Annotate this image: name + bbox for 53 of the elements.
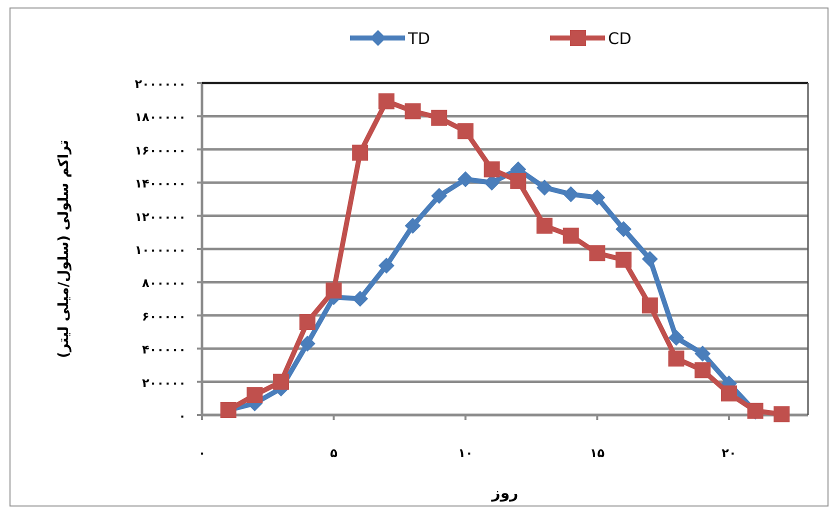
y-axis-title: تراکم سلولی (سلول/میلی لیتر) — [56, 140, 72, 358]
y-tick-label: ۸۰۰۰۰۰ — [142, 276, 186, 290]
point — [510, 172, 526, 189]
x-tick-label: ۲۰ — [722, 446, 736, 460]
y-tick-label: ۴۰۰۰۰۰ — [142, 342, 186, 357]
point — [457, 171, 474, 188]
point — [299, 336, 316, 352]
y-tick-label: ۶۰۰۰۰۰ — [142, 309, 186, 324]
point — [404, 103, 421, 120]
point — [326, 282, 342, 298]
x-tick-label: ۵ — [330, 446, 338, 460]
point — [404, 218, 421, 234]
point — [694, 346, 711, 362]
point — [484, 161, 500, 178]
point — [616, 252, 632, 268]
point — [720, 385, 737, 402]
point — [589, 190, 606, 206]
point — [457, 123, 474, 140]
y-tick-label: ۱۶۰۰۰۰۰ — [134, 143, 186, 158]
point — [642, 297, 658, 314]
point — [589, 245, 606, 262]
y-tick-label: ۱۴۰۰۰۰۰ — [134, 176, 186, 191]
y-tick-label: ۱۰۰۰۰۰۰ — [134, 243, 186, 257]
point — [299, 314, 316, 330]
point — [536, 218, 553, 234]
point — [246, 387, 263, 404]
point — [562, 186, 579, 202]
point — [536, 180, 553, 196]
x-tick-label: ۰ — [198, 446, 206, 460]
x-tick-label: ۱۰ — [458, 446, 473, 460]
point — [378, 93, 394, 110]
point — [273, 374, 290, 390]
point — [431, 110, 448, 126]
point — [378, 258, 394, 274]
y-tick-label: ۱۸۰۰۰۰۰ — [134, 110, 186, 124]
legend-label: TD — [407, 29, 430, 48]
y-tick-label: ۰ — [178, 409, 186, 423]
point — [642, 250, 658, 267]
point — [774, 406, 790, 422]
y-tick-label: ۲۰۰۰۰۰ — [142, 376, 186, 390]
point — [616, 221, 632, 238]
legend-label: CD — [608, 29, 632, 48]
y-tick-label: ۱۲۰۰۰۰۰ — [134, 210, 186, 224]
point — [562, 228, 579, 244]
point — [668, 350, 684, 367]
point — [352, 290, 368, 307]
point — [668, 330, 684, 346]
point — [431, 188, 448, 204]
x-tick-label: ۱۵ — [590, 446, 605, 460]
point — [352, 144, 368, 161]
y-tick-label: ۲۰۰۰۰۰۰ — [134, 77, 186, 91]
point — [694, 362, 711, 378]
x-axis-title: روز — [490, 484, 518, 502]
